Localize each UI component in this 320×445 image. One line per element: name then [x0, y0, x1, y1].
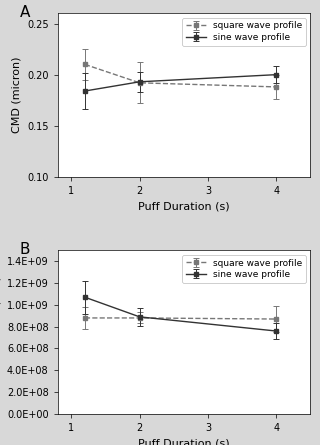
Legend: square wave profile, sine wave profile: square wave profile, sine wave profile	[182, 255, 306, 283]
Legend: square wave profile, sine wave profile: square wave profile, sine wave profile	[182, 18, 306, 46]
X-axis label: Puff Duration (s): Puff Duration (s)	[138, 438, 230, 445]
Y-axis label: CMD (micron): CMD (micron)	[12, 57, 21, 134]
Text: A: A	[20, 5, 30, 20]
X-axis label: Puff Duration (s): Puff Duration (s)	[138, 202, 230, 211]
Y-axis label: Concentration (/mL): Concentration (/mL)	[0, 276, 1, 388]
Text: B: B	[20, 242, 30, 257]
